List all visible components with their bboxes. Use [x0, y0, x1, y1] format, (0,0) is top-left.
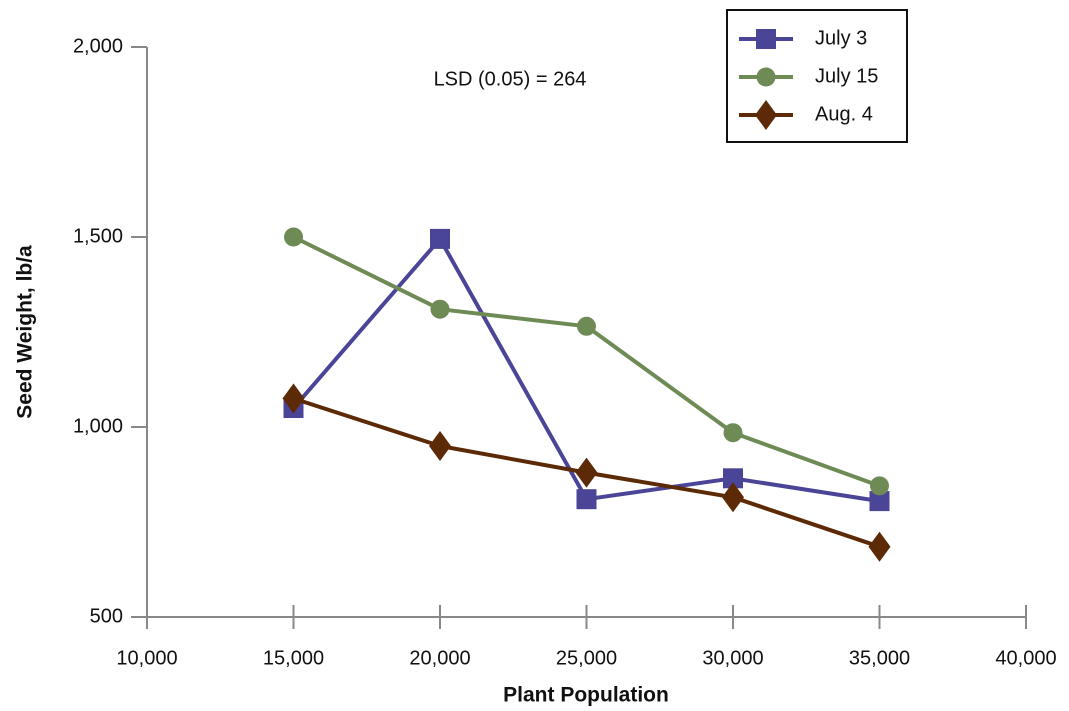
series-line — [292, 235, 881, 488]
y-tick-label: 2,000 — [73, 35, 123, 57]
data-point — [575, 457, 598, 488]
data-point — [722, 482, 744, 513]
legend-marker — [756, 67, 776, 87]
x-tick-label: 15,000 — [263, 647, 324, 669]
y-tick-label: 500 — [90, 605, 123, 627]
data-point — [870, 476, 889, 496]
legend-label: July 3 — [815, 27, 867, 49]
data-point — [576, 489, 597, 510]
y-tick-label: 1,000 — [73, 415, 123, 437]
data-point — [868, 531, 891, 562]
legend-label: Aug. 4 — [815, 103, 873, 125]
x-tick-label: 10,000 — [116, 647, 177, 669]
data-point — [723, 468, 743, 489]
data-point — [282, 383, 305, 414]
x-tick-label: 35,000 — [849, 647, 910, 669]
data-point — [430, 299, 450, 319]
x-axis-title: Plant Population — [503, 684, 669, 707]
annotation: LSD (0.05) = 264 — [434, 68, 587, 90]
legend-label: July 15 — [815, 65, 878, 87]
x-tick-label: 30,000 — [702, 647, 763, 669]
data-point — [869, 491, 890, 512]
x-tick-label: 20,000 — [409, 647, 470, 669]
y-axis-title: Seed Weight, lb/a — [14, 245, 37, 419]
data-point — [430, 228, 450, 249]
legend-marker — [756, 29, 776, 49]
x-tick-label: 40,000 — [995, 647, 1056, 669]
data-point — [284, 227, 303, 247]
x-tick-label: 25,000 — [556, 647, 617, 669]
legend-marker — [755, 100, 777, 130]
y-tick-label: 1,500 — [73, 225, 123, 247]
data-point — [577, 316, 596, 336]
data-point — [429, 431, 451, 461]
data-point — [723, 423, 743, 443]
